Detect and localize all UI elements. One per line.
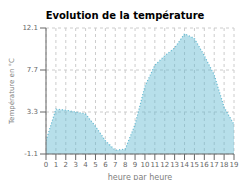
svg-text:3: 3 <box>73 161 77 169</box>
svg-text:2: 2 <box>64 161 68 169</box>
svg-text:6: 6 <box>103 161 108 169</box>
svg-text:7.7: 7.7 <box>27 66 38 74</box>
svg-text:0: 0 <box>44 161 48 169</box>
svg-text:12: 12 <box>160 161 169 169</box>
svg-text:18: 18 <box>220 161 229 169</box>
svg-text:11: 11 <box>150 161 159 169</box>
svg-text:7: 7 <box>113 161 117 169</box>
svg-text:9: 9 <box>133 161 137 169</box>
html-text:Evolution de la température: Evolution de la température <box>45 10 205 21</box>
svg-text:17: 17 <box>210 161 219 169</box>
svg-text:10: 10 <box>140 161 149 169</box>
svg-text:14: 14 <box>180 161 189 169</box>
svg-text:13: 13 <box>170 161 179 169</box>
svg-text:15: 15 <box>190 161 199 169</box>
svg-text:8: 8 <box>123 161 127 169</box>
svg-text:1: 1 <box>54 161 58 169</box>
svg-text:heure par heure: heure par heure <box>108 173 173 180</box>
svg-text:4: 4 <box>83 161 88 169</box>
svg-text:16: 16 <box>200 161 209 169</box>
svg-text:19: 19 <box>230 161 239 169</box>
svg-text:12.1: 12.1 <box>22 24 38 32</box>
svg-text:-1.1: -1.1 <box>24 150 38 158</box>
svg-text:Température en °C: Température en °C <box>8 58 16 125</box>
svg-text:5: 5 <box>93 161 97 169</box>
svg-text:3.3: 3.3 <box>27 108 38 116</box>
